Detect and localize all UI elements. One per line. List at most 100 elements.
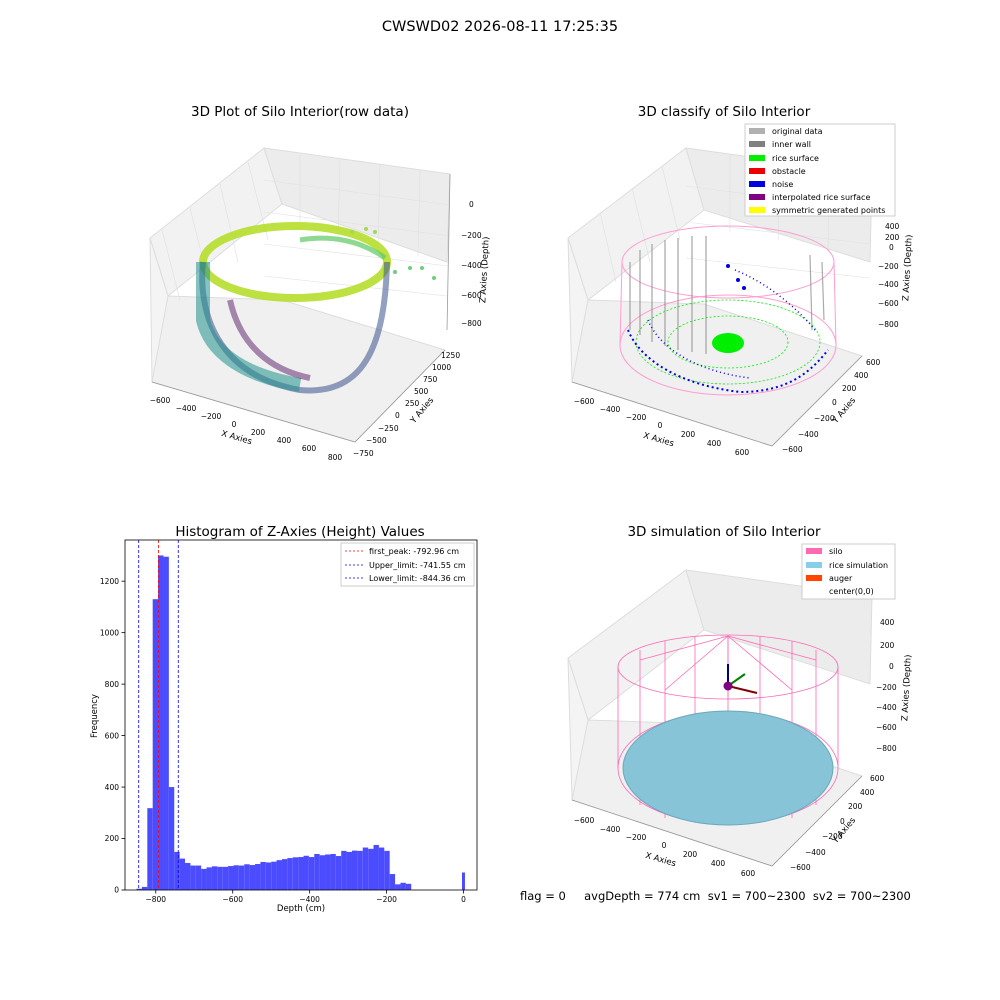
svg-text:−400: −400 <box>600 405 621 414</box>
svg-text:400: 400 <box>860 788 875 797</box>
raw-point-cloud <box>196 222 436 394</box>
histogram-bar <box>346 851 352 890</box>
histogram-bar <box>185 862 191 890</box>
svg-text:−600: −600 <box>461 291 482 300</box>
svg-text:−400: −400 <box>798 430 819 439</box>
histogram-bar <box>201 868 207 890</box>
svg-text:400: 400 <box>711 859 726 868</box>
raw-y-ticks: −750 −500 −250 0 250 500 750 1000 1250 <box>353 351 460 458</box>
legend-swatch-obstacle <box>749 168 765 174</box>
svg-text:symmetric generated points: symmetric generated points <box>772 206 885 215</box>
histogram-bar <box>190 865 196 890</box>
svg-text:200: 200 <box>848 802 863 811</box>
histogram-x-ticks: −800 −600 −400 −200 0 <box>145 890 466 904</box>
classify-x-ticks: −600 −400 −200 0 200 400 600 <box>574 397 750 457</box>
svg-text:−600: −600 <box>876 723 897 732</box>
raw-zlabel: Z Axies (Depth) <box>478 236 491 303</box>
histogram-legend: first_peak: -792.96 cm Upper_limit: -741… <box>340 542 475 587</box>
svg-text:500: 500 <box>414 387 429 396</box>
histogram-bar <box>238 865 245 890</box>
histogram-bar <box>271 861 277 890</box>
histogram-bars <box>136 555 465 890</box>
histogram-bar <box>211 866 218 890</box>
legend-lower-limit: Lower_limit: -844.36 cm <box>369 574 466 583</box>
svg-text:−200: −200 <box>626 413 647 422</box>
svg-text:0: 0 <box>889 243 894 252</box>
y-tick-label: 1000 <box>100 628 119 637</box>
svg-text:−600: −600 <box>574 397 595 406</box>
svg-text:−600: −600 <box>574 816 595 825</box>
histogram-bar <box>335 856 342 890</box>
svg-text:400: 400 <box>880 618 895 627</box>
svg-text:0: 0 <box>658 421 663 430</box>
classify-panel: 3D classify of Silo Interior <box>567 104 915 457</box>
svg-text:inner wall: inner wall <box>772 140 811 149</box>
histogram-bar <box>228 866 234 890</box>
x-tick-label: 0 <box>461 895 466 904</box>
classify-xlabel: X Axies <box>642 431 675 449</box>
svg-text:−400: −400 <box>805 848 826 857</box>
svg-text:600: 600 <box>870 774 885 783</box>
svg-text:1250: 1250 <box>441 351 460 360</box>
svg-text:−400: −400 <box>878 280 899 289</box>
x-tick-label: −800 <box>145 895 166 904</box>
histogram-bar <box>195 865 202 890</box>
svg-text:−200: −200 <box>822 832 843 841</box>
histogram-bar <box>368 848 374 890</box>
svg-text:200: 200 <box>842 384 857 393</box>
histogram-vlines <box>138 540 179 890</box>
svg-text:silo: silo <box>829 547 843 556</box>
y-tick-label: 800 <box>105 680 120 689</box>
legend-swatch-original <box>749 128 765 134</box>
x-tick-label: −600 <box>222 895 243 904</box>
svg-text:0: 0 <box>889 662 894 671</box>
svg-text:0: 0 <box>469 200 474 209</box>
histogram-bar <box>179 858 186 890</box>
svg-text:200: 200 <box>880 641 895 650</box>
svg-text:−400: −400 <box>600 825 621 834</box>
histogram-bar <box>163 556 169 890</box>
svg-text:200: 200 <box>251 428 266 437</box>
svg-text:400: 400 <box>277 436 292 445</box>
svg-text:−400: −400 <box>461 261 482 270</box>
y-tick-label: 0 <box>114 886 119 895</box>
histogram-bar <box>152 599 159 890</box>
svg-text:−200: −200 <box>878 262 899 271</box>
histogram-bar <box>255 864 261 890</box>
svg-text:400: 400 <box>885 222 900 231</box>
y-tick-label: 1200 <box>100 577 119 586</box>
raw-x-ticks: −600 −400 −200 0 200 400 600 800 <box>150 396 343 462</box>
histogram-bar <box>373 844 379 890</box>
histogram-bar <box>319 855 326 890</box>
histogram-bar <box>341 850 347 890</box>
svg-text:−600: −600 <box>790 863 811 872</box>
svg-text:−600: −600 <box>782 445 803 454</box>
histogram-bar <box>389 874 396 890</box>
y-tick-label: 400 <box>105 783 120 792</box>
classify-legend: original data inner wall rice surface ob… <box>744 123 896 217</box>
histogram-bar <box>378 847 385 890</box>
histogram-bar <box>136 888 142 890</box>
raw-xlabel: X Axies <box>220 429 253 447</box>
legend-swatch-silo <box>806 548 822 554</box>
svg-text:−200: −200 <box>201 412 222 421</box>
svg-text:0: 0 <box>232 420 237 429</box>
svg-text:−800: −800 <box>878 320 899 329</box>
svg-text:noise: noise <box>772 180 793 189</box>
histogram-bar <box>298 857 304 890</box>
histogram-bar <box>168 787 175 890</box>
histogram-bar <box>357 850 363 890</box>
svg-text:−200: −200 <box>461 231 482 240</box>
svg-text:−500: −500 <box>366 436 387 445</box>
histogram-bar <box>330 853 336 890</box>
svg-text:400: 400 <box>707 439 722 448</box>
histogram-bar <box>249 865 256 890</box>
histogram-bar <box>362 847 369 890</box>
histogram-bar <box>303 855 309 890</box>
histogram-bar <box>217 866 223 890</box>
svg-text:−400: −400 <box>876 703 897 712</box>
svg-text:rice simulation: rice simulation <box>829 561 888 570</box>
raw-panel: 3D Plot of Silo Interior(row data) <box>149 104 492 462</box>
legend-upper-limit: Upper_limit: -741.55 cm <box>369 561 466 570</box>
svg-text:−600: −600 <box>878 299 899 308</box>
